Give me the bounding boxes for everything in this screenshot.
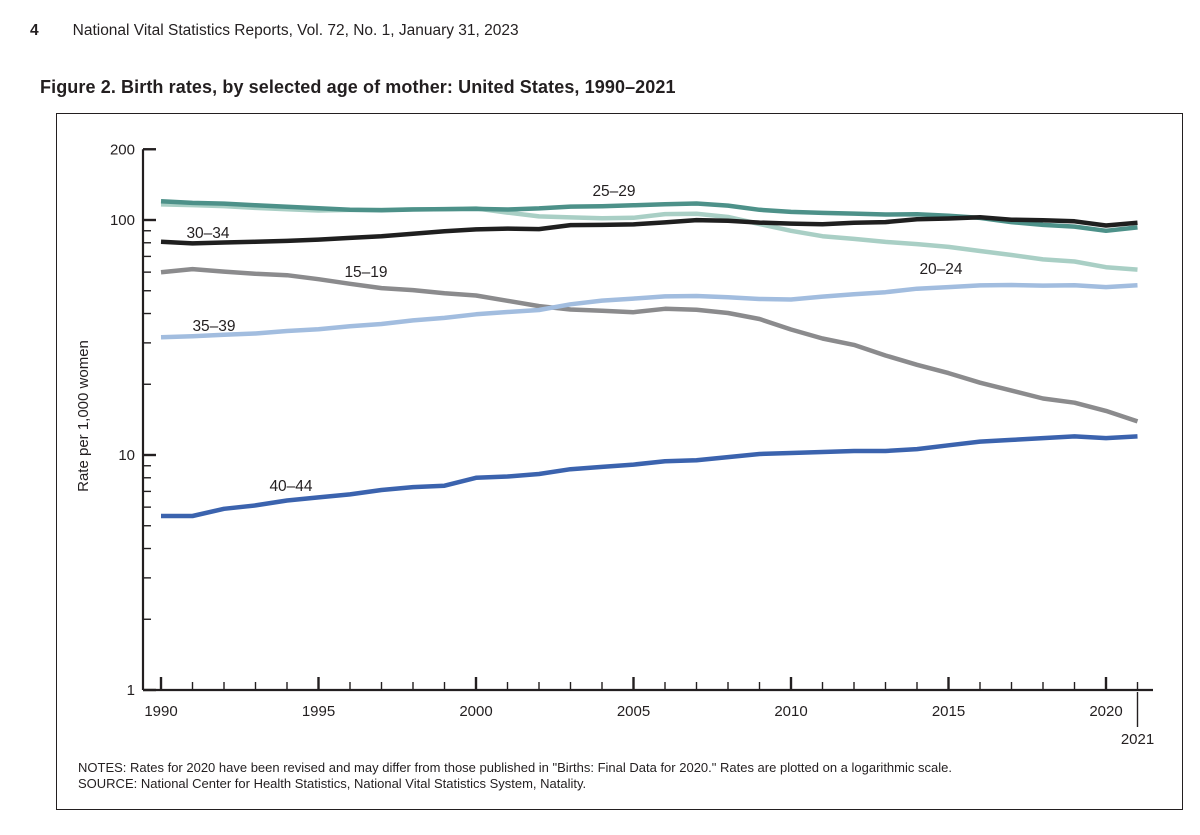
page-number: 4 (30, 22, 39, 39)
chart-svg: 1 10 100 200 1990 1995 2000 2005 2010 2015 2020 202… (75, 141, 1154, 748)
y-tick-label: 10 (118, 447, 135, 464)
report-header: 4 National Vital Statistics Reports, Vol… (30, 22, 519, 40)
x-tick-label: 2020 (1089, 703, 1122, 720)
chart-notes: NOTES: Rates for 2020 have been revised … (78, 760, 952, 792)
series-label-20–24: 20–24 (919, 261, 962, 278)
x-tick-label: 2005 (617, 703, 650, 720)
series-line-35–39 (160, 282, 1138, 340)
series-line-15–19 (160, 266, 1139, 424)
series-label-40–44: 40–44 (269, 478, 312, 495)
series-label-15–19: 15–19 (344, 264, 387, 281)
y-tick-label: 100 (110, 212, 135, 229)
notes-line: NOTES: Rates for 2020 have been revised … (78, 760, 952, 775)
series-line-40–44 (161, 434, 1138, 519)
x-tick-label: 2015 (932, 703, 965, 720)
x-tick-label: 2010 (774, 703, 807, 720)
x-tick-label: 2000 (459, 703, 492, 720)
y-tick-label: 1 (127, 682, 135, 699)
x-tick-label: 1995 (302, 703, 335, 720)
series-label-30–34: 30–34 (186, 225, 229, 242)
series-line-20–24 (160, 202, 1138, 272)
y-tick-label: 200 (110, 141, 135, 158)
y-axis-title: Rate per 1,000 women (75, 340, 92, 492)
x-tick-label: 1990 (144, 703, 177, 720)
journal-line: National Vital Statistics Reports, Vol. … (72, 22, 519, 39)
figure-2-chart: 1 10 100 200 1990 1995 2000 2005 2010 2015 2020 202… (56, 113, 1183, 810)
series-label-25–29: 25–29 (592, 183, 635, 200)
x-end-label: 2021 (1121, 731, 1154, 748)
series-line-30–34 (160, 215, 1138, 246)
figure-title: Figure 2. Birth rates, by selected age o… (40, 77, 676, 97)
series-label-35–39: 35–39 (192, 318, 235, 335)
source-line: SOURCE: National Center for Health Stati… (78, 776, 587, 791)
